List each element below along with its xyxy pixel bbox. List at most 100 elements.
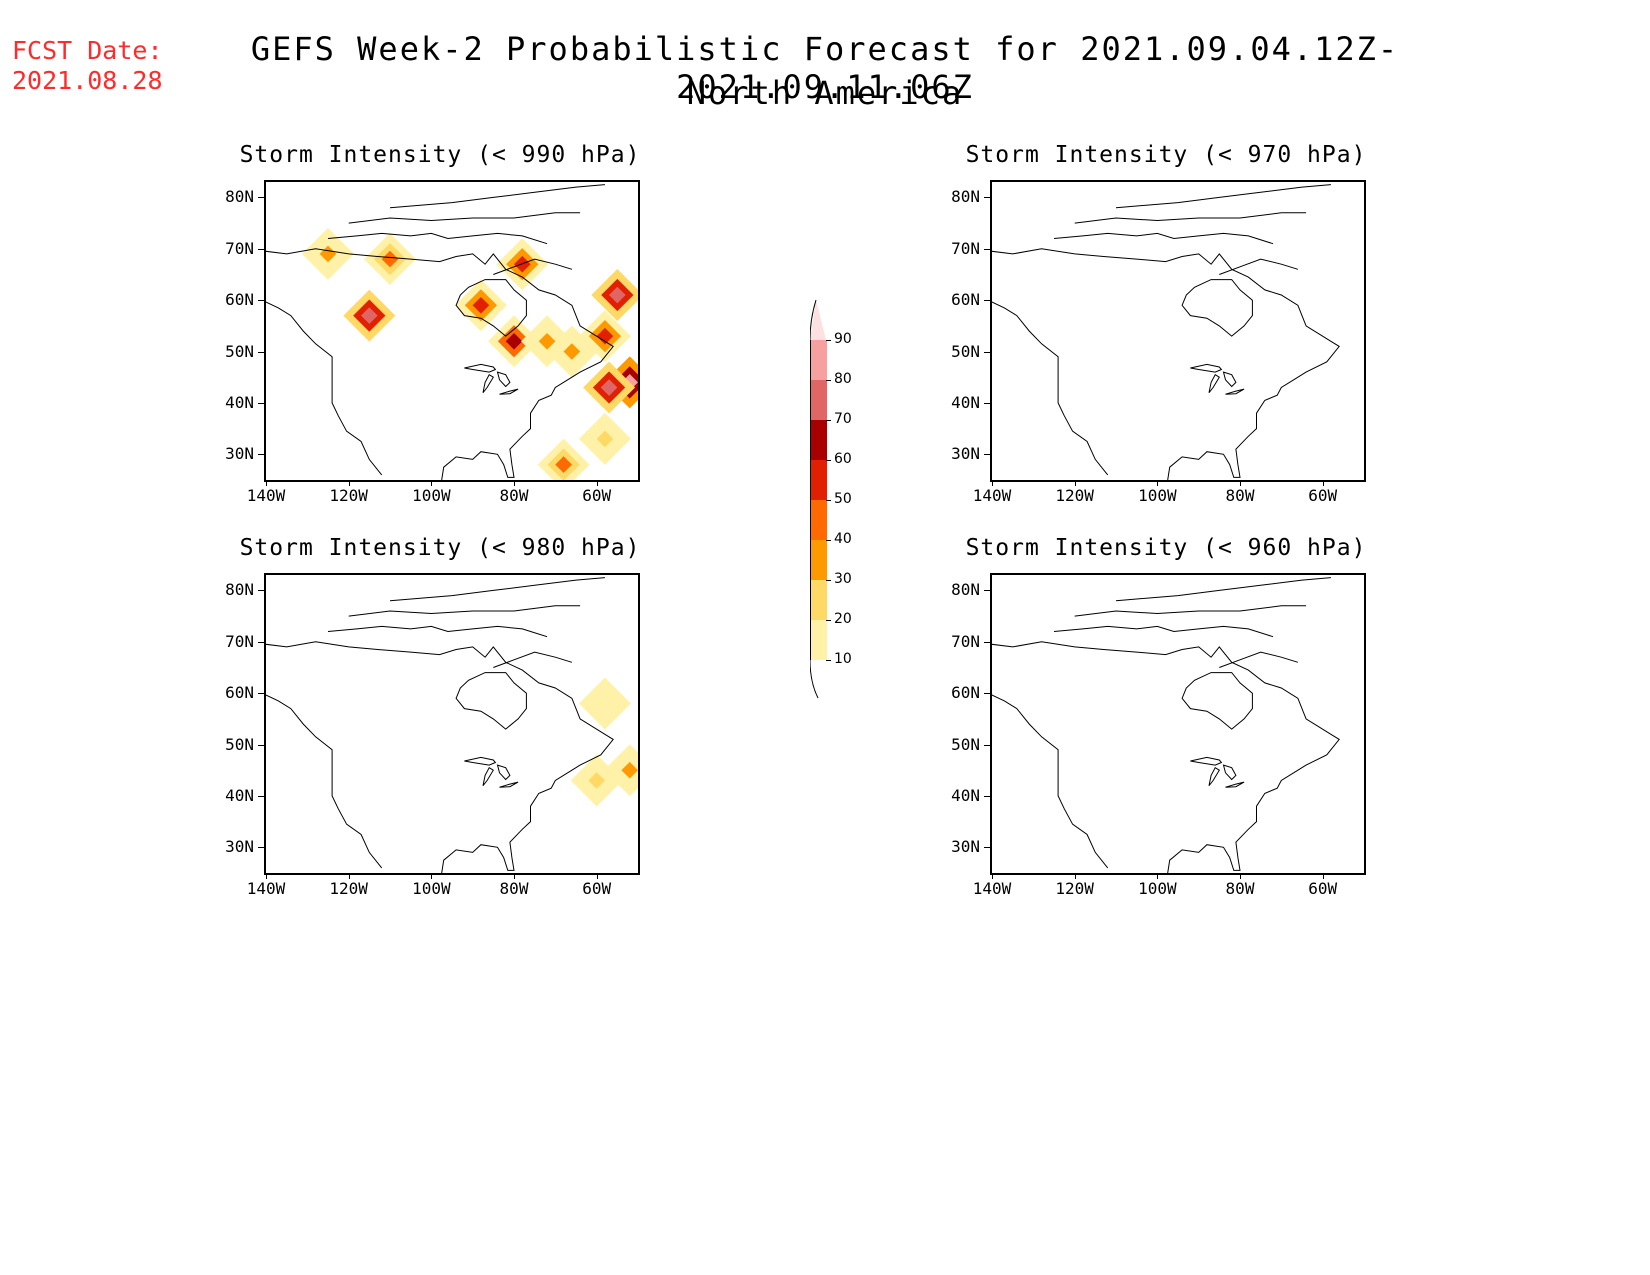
lat-tick bbox=[258, 351, 264, 353]
arctic-island bbox=[327, 232, 548, 245]
colorbar-label: 20 bbox=[834, 611, 852, 627]
coastline bbox=[992, 248, 1340, 480]
lat-tick-label: 30N bbox=[225, 837, 254, 857]
probability-area bbox=[563, 343, 581, 360]
lon-tick bbox=[596, 873, 598, 879]
panel-title: Storm Intensity (< 970 hPa) bbox=[965, 142, 1367, 168]
hudson-bay bbox=[1181, 279, 1253, 337]
arctic-island bbox=[389, 184, 605, 209]
lon-tick bbox=[514, 480, 515, 486]
lat-tick-label: 30N bbox=[951, 837, 980, 857]
colorbar-tick bbox=[826, 580, 831, 581]
lon-tick-label: 80W bbox=[1225, 486, 1255, 505]
lon-tick bbox=[596, 480, 598, 486]
colorbar-label: 10 bbox=[834, 651, 852, 667]
lat-tick bbox=[984, 454, 990, 456]
great-lake bbox=[1208, 373, 1220, 394]
colorbar-label: 50 bbox=[834, 491, 852, 507]
lat-tick-label: 70N bbox=[951, 631, 980, 651]
colorbar-tick bbox=[826, 660, 831, 661]
coastline bbox=[266, 248, 614, 480]
colorbar-label: 30 bbox=[834, 571, 852, 587]
lon-tick-label: 140W bbox=[246, 486, 286, 505]
lat-tick bbox=[984, 300, 990, 302]
lat-tick-label: 60N bbox=[225, 683, 254, 703]
hudson-bay bbox=[455, 279, 527, 337]
map-frame bbox=[990, 180, 1366, 482]
lat-tick-label: 50N bbox=[951, 341, 980, 361]
colorbar-tick bbox=[826, 460, 831, 461]
lat-tick-label: 50N bbox=[225, 341, 254, 361]
colorbar-bottom-cap bbox=[810, 660, 819, 699]
map-canvas bbox=[992, 577, 1340, 873]
colorbar-swatch bbox=[810, 340, 827, 380]
lon-tick-label: 100W bbox=[412, 486, 451, 505]
colorbar-swatch bbox=[810, 620, 827, 660]
lat-tick bbox=[984, 795, 990, 797]
lon-tick bbox=[992, 873, 993, 879]
lat-tick-label: 80N bbox=[951, 187, 980, 207]
lon-tick-label: 100W bbox=[1138, 879, 1177, 898]
map-frame bbox=[264, 180, 640, 482]
great-lake bbox=[464, 363, 497, 373]
panel-title: Storm Intensity (< 960 hPa) bbox=[965, 535, 1367, 561]
lon-tick-label: 120W bbox=[1055, 879, 1094, 898]
lat-tick bbox=[984, 248, 990, 250]
probability-area bbox=[472, 296, 490, 314]
probability-area bbox=[609, 286, 626, 304]
lat-tick-label: 80N bbox=[951, 580, 980, 600]
lon-tick bbox=[1074, 873, 1076, 879]
lat-tick-label: 70N bbox=[225, 631, 254, 651]
lon-tick-label: 60W bbox=[582, 879, 612, 898]
lat-tick-label: 40N bbox=[225, 785, 254, 805]
panel-970: Storm Intensity (< 970 hPa) 80N 70N 60N 50N… bbox=[906, 142, 1426, 582]
arctic-island bbox=[1115, 184, 1331, 209]
lat-tick bbox=[984, 693, 990, 695]
coastline bbox=[266, 641, 614, 873]
lat-tick bbox=[984, 590, 990, 592]
great-lake bbox=[1190, 363, 1223, 373]
forecast-date-label: FCST Date: bbox=[12, 36, 163, 65]
colorbar-top-cap bbox=[810, 299, 826, 340]
lat-tick bbox=[984, 197, 990, 199]
chart-title: GEFS Week-2 Probabilistic Forecast for 2… bbox=[250, 30, 1400, 106]
lat-tick bbox=[984, 402, 990, 404]
lon-tick-label: 60W bbox=[1308, 879, 1338, 898]
forecast-date-value: 2021.08.28 bbox=[12, 66, 163, 95]
lat-tick bbox=[258, 590, 264, 592]
lat-tick-label: 60N bbox=[951, 290, 980, 310]
lat-tick-label: 60N bbox=[951, 683, 980, 703]
colorbar-swatch bbox=[810, 500, 827, 540]
lat-tick bbox=[984, 847, 990, 849]
forecast-date: FCST Date: 2021.08.28 bbox=[12, 36, 163, 96]
great-lake bbox=[1222, 371, 1237, 388]
panel-title: Storm Intensity (< 980 hPa) bbox=[239, 535, 641, 561]
great-lake bbox=[482, 373, 494, 394]
lon-tick bbox=[431, 480, 433, 486]
great-lake bbox=[464, 756, 497, 766]
lat-tick-label: 40N bbox=[951, 785, 980, 805]
lon-tick bbox=[348, 480, 350, 486]
lat-tick-label: 70N bbox=[225, 238, 254, 258]
arctic-island bbox=[1074, 212, 1307, 224]
panel-980: Storm Intensity (< 980 hPa) 80N 70N 60N 50N… bbox=[180, 535, 700, 975]
lat-tick bbox=[258, 641, 264, 643]
great-lake bbox=[1222, 764, 1237, 781]
lat-tick-label: 80N bbox=[225, 580, 254, 600]
probability-area bbox=[600, 379, 618, 396]
colorbar-label: 80 bbox=[834, 371, 852, 387]
lat-tick-label: 40N bbox=[225, 392, 254, 412]
lon-tick-label: 60W bbox=[1308, 486, 1338, 505]
colorbar-tick bbox=[826, 340, 831, 341]
lat-tick-label: 50N bbox=[225, 734, 254, 754]
lon-tick bbox=[1074, 480, 1076, 486]
coastline-west bbox=[992, 694, 1109, 869]
lat-tick bbox=[258, 795, 264, 797]
arctic-island bbox=[327, 625, 548, 638]
lon-tick bbox=[266, 480, 267, 486]
lon-tick-label: 100W bbox=[1138, 486, 1177, 505]
probability-area bbox=[555, 456, 572, 473]
probability-area bbox=[596, 430, 614, 448]
lat-tick bbox=[984, 641, 990, 643]
colorbar-swatch bbox=[810, 580, 827, 620]
